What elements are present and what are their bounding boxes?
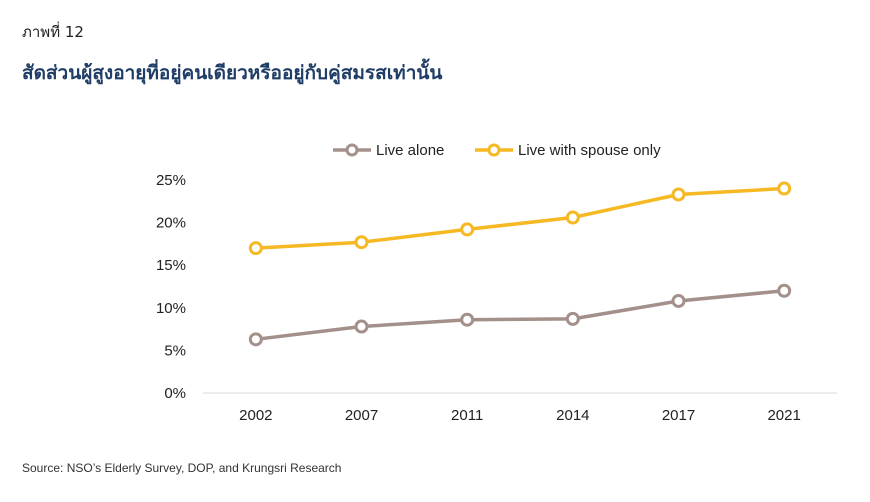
data-point [565, 311, 580, 326]
x-tick-label: 2017 [662, 407, 695, 424]
y-tick-label: 15% [156, 257, 186, 274]
y-tick-label: 10% [156, 300, 186, 317]
source-note: Source: NSO’s Elderly Survey, DOP, and K… [22, 461, 342, 475]
data-point [565, 210, 580, 225]
data-point [671, 293, 686, 308]
series-group [248, 181, 792, 347]
data-point [354, 319, 369, 334]
legend-item: Live with spouse only [475, 142, 661, 159]
x-tick-label: 2007 [345, 407, 378, 424]
data-point [777, 181, 792, 196]
y-tick-label: 0% [164, 385, 186, 402]
series-1 [248, 181, 792, 256]
y-tick-label: 20% [156, 215, 186, 232]
data-point [248, 241, 263, 256]
legend-item: Live alone [333, 142, 444, 159]
legend-swatch-marker [487, 143, 501, 157]
y-tick-label: 25% [156, 172, 186, 189]
legend-label: Live with spouse only [518, 142, 661, 159]
legend: Live alone Live with spouse only [333, 142, 661, 159]
series-0 [248, 283, 792, 347]
legend-swatch-marker [345, 143, 359, 157]
data-point [248, 332, 263, 347]
figure-label: ภาพที่ 12 [22, 23, 84, 41]
series-line [255, 289, 785, 342]
figure-title: สัดส่วนผู้สูงอายุที่อยู่คนเดียวหรืออยู่ก… [22, 62, 443, 84]
data-point [460, 222, 475, 237]
data-point [777, 283, 792, 298]
y-tick-label: 5% [164, 342, 186, 359]
data-point [460, 312, 475, 327]
legend-label: Live alone [376, 142, 444, 159]
data-point [671, 187, 686, 202]
y-axis-tick-labels: 0% 5% 10% 15% 20% 25% [156, 172, 186, 402]
data-point [354, 235, 369, 250]
x-tick-label: 2002 [239, 407, 272, 424]
x-tick-label: 2014 [556, 407, 589, 424]
x-tick-label: 2021 [767, 407, 800, 424]
x-axis-tick-labels: 2002 2007 2011 2014 2017 2021 [239, 407, 801, 424]
x-tick-label: 2011 [451, 407, 483, 424]
series-line [255, 186, 785, 250]
